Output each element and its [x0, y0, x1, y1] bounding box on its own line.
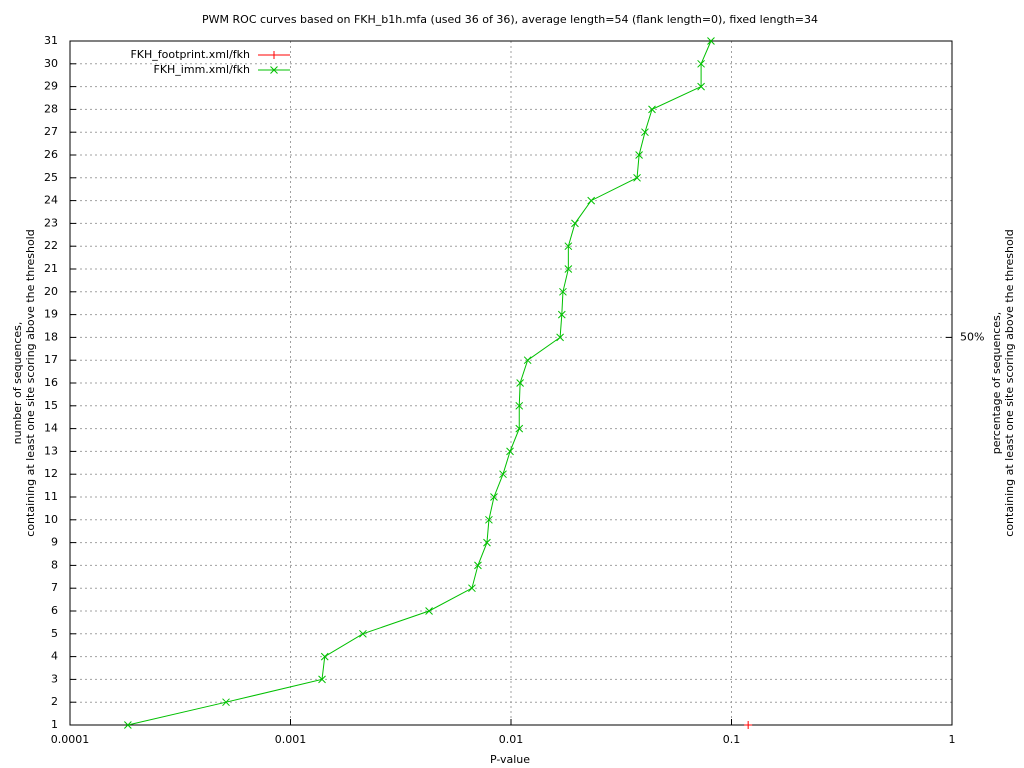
y-tick-label: 12 — [44, 467, 58, 480]
y-tick-label: 15 — [44, 399, 58, 412]
y-tick-label: 3 — [51, 672, 58, 685]
y2-axis-label-line: percentage of sequences, — [990, 312, 1003, 454]
y-tick-label: 21 — [44, 262, 58, 275]
y-tick-label: 24 — [44, 194, 58, 207]
point — [270, 66, 278, 74]
y-tick-label: 22 — [44, 239, 58, 252]
point — [515, 401, 524, 410]
y-axis-label: number of sequences, containing at least… — [11, 229, 37, 536]
point — [318, 675, 326, 684]
x-tick-label: 1 — [949, 733, 956, 746]
point — [474, 561, 482, 570]
point — [707, 37, 715, 45]
y-tick-label: 25 — [44, 171, 58, 184]
point — [124, 721, 132, 729]
point — [485, 515, 493, 524]
point — [557, 310, 566, 319]
x-tick-label: 0.001 — [275, 733, 307, 746]
point — [490, 493, 498, 501]
y-tick-label: 29 — [44, 80, 58, 93]
point — [571, 219, 579, 228]
x-tick-label: 0.01 — [499, 733, 524, 746]
point — [359, 629, 367, 638]
y-tick-label: 8 — [51, 558, 58, 571]
y2-axis-label: percentage of sequences, containing at l… — [990, 229, 1016, 536]
y-tick-label: 16 — [44, 376, 58, 389]
point — [515, 424, 524, 433]
y-tick-label: 30 — [44, 57, 58, 70]
y-tick-label: 28 — [44, 102, 58, 115]
point — [641, 128, 649, 137]
y-tick-label: 7 — [51, 581, 58, 594]
point — [564, 242, 573, 251]
point — [222, 698, 230, 707]
y-tick-label: 17 — [44, 353, 58, 366]
legend-label: FKH_imm.xml/fkh — [154, 63, 251, 76]
y-tick-label: 27 — [44, 125, 58, 138]
x-axis-label: P-value — [490, 753, 530, 766]
point — [523, 356, 532, 365]
point — [564, 265, 573, 273]
point — [425, 607, 433, 615]
y-tick-label: 4 — [51, 650, 58, 663]
x-tick-label: 0.0001 — [51, 733, 90, 746]
y-tick-label: 6 — [51, 604, 58, 617]
x-tick-label: 0.1 — [723, 733, 741, 746]
legend-label: FKH_footprint.xml/fkh — [130, 48, 250, 61]
point — [468, 584, 476, 593]
point — [559, 287, 567, 296]
point — [320, 652, 329, 661]
y-tick-label: 23 — [44, 216, 58, 229]
point — [516, 379, 524, 387]
y-tick-label: 5 — [51, 627, 58, 640]
chart-title: PWM ROC curves based on FKH_b1h.mfa (use… — [202, 13, 818, 26]
point — [270, 51, 278, 59]
point — [697, 82, 705, 91]
y-axis-label-line: containing at least one site scoring abo… — [24, 229, 37, 536]
y-axis-label-line: number of sequences, — [11, 322, 24, 445]
point — [633, 173, 641, 182]
y-tick-label: 20 — [44, 285, 58, 298]
point — [556, 333, 564, 342]
point — [506, 447, 514, 456]
y-tick-label: 19 — [44, 308, 58, 321]
point — [648, 105, 656, 114]
y-tick-label: 13 — [44, 444, 58, 457]
plot-border — [69, 40, 953, 726]
point — [499, 470, 507, 479]
y-tick-label: 31 — [44, 34, 58, 47]
point — [635, 151, 643, 159]
y-tick-label: 26 — [44, 148, 58, 161]
point — [483, 538, 491, 547]
y-tick-label: 9 — [51, 536, 58, 549]
y-tick-label: 1 — [51, 718, 58, 731]
y-tick-label: 18 — [44, 330, 58, 343]
point — [697, 59, 705, 68]
y-tick-label: 10 — [44, 513, 58, 526]
y-tick-label: 11 — [44, 490, 58, 503]
y-tick-label: 14 — [44, 422, 58, 435]
point — [587, 196, 596, 205]
y2-tick-label: 50% — [960, 330, 984, 343]
point — [744, 721, 753, 729]
y2-axis-label-line: containing at least one site scoring abo… — [1003, 229, 1016, 536]
y-tick-label: 2 — [51, 695, 58, 708]
